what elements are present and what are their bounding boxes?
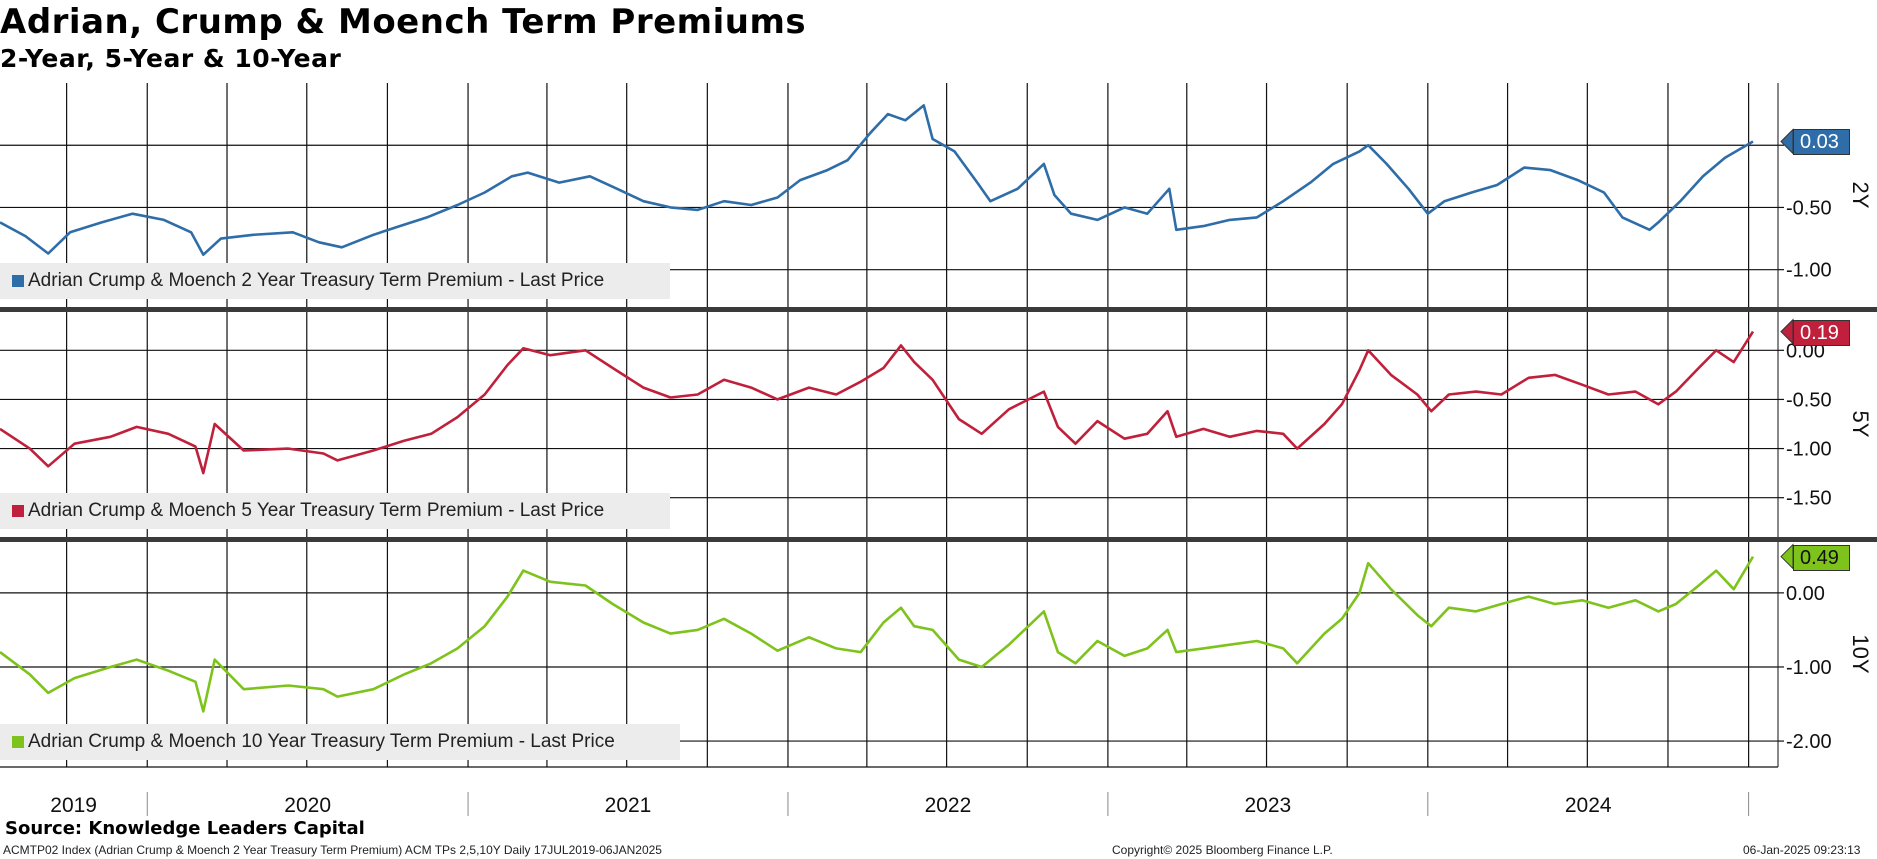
- panel-separator-2: [0, 537, 1877, 542]
- axis-label-5Y: 5Y: [1848, 411, 1873, 438]
- series-line-10Y: [0, 555, 1755, 713]
- legend-label-5y: Adrian Crump & Moench 5 Year Treasury Te…: [28, 500, 605, 521]
- chart-subtitle: 2-Year, 5-Year & 10-Year: [0, 44, 342, 73]
- legend-swatch-5y: [12, 505, 24, 517]
- ytick-label-5Y-1: -0.50: [1786, 389, 1832, 411]
- source-note: Source: Knowledge Leaders Capital: [5, 818, 365, 839]
- ytick-label-5Y-0: 0.00: [1786, 340, 1825, 362]
- x-tick-label-2021: 2021: [605, 794, 652, 817]
- x-tick-label-2019: 2019: [50, 794, 97, 817]
- legend-5y: Adrian Crump & Moench 5 Year Treasury Te…: [0, 493, 670, 529]
- x-tick-label-2023: 2023: [1244, 794, 1291, 817]
- x-tick-label-2022: 2022: [925, 794, 972, 817]
- chart-title: Adrian, Crump & Moench Term Premiums: [0, 2, 807, 42]
- footer-index-description: ACMTP02 Index (Adrian Crump & Moench 2 Y…: [3, 843, 662, 857]
- footer-timestamp: 06-Jan-2025 09:23:13: [1743, 843, 1861, 857]
- last-value-tag-2y: 0.03: [1793, 129, 1850, 156]
- legend-2y: Adrian Crump & Moench 2 Year Treasury Te…: [0, 263, 670, 299]
- series-line-5Y: [0, 330, 1755, 475]
- axis-label-10Y: 10Y: [1848, 634, 1873, 673]
- x-tick-label-2024: 2024: [1565, 794, 1612, 817]
- axis-label-2Y: 2Y: [1848, 182, 1873, 209]
- last-value-tag-10y: 0.49: [1793, 544, 1850, 571]
- ytick-label-5Y-2: -1.00: [1786, 439, 1832, 461]
- legend-label-2y: Adrian Crump & Moench 2 Year Treasury Te…: [28, 270, 605, 291]
- legend-swatch-10y: [12, 736, 24, 748]
- legend-swatch-2y: [12, 275, 24, 287]
- last-value-tag-5y: 0.19: [1793, 319, 1850, 346]
- panel-separator-1: [0, 307, 1877, 312]
- series-line-2Y: [0, 104, 1754, 256]
- ytick-label-10Y-1: -1.00: [1786, 657, 1832, 679]
- ytick-label-2Y-2: -1.00: [1786, 260, 1832, 282]
- last-value-pointer-2Y: [1780, 128, 1794, 155]
- ytick-label-10Y-0: 0.00: [1786, 583, 1825, 605]
- ytick-label-10Y-2: -2.00: [1786, 731, 1832, 753]
- x-tick-label-2020: 2020: [284, 794, 331, 817]
- ytick-label-5Y-3: -1.50: [1786, 488, 1832, 510]
- last-value-pointer-10Y: [1780, 543, 1794, 570]
- legend-label-10y: Adrian Crump & Moench 10 Year Treasury T…: [28, 731, 615, 752]
- footer-copyright: Copyright© 2025 Bloomberg Finance L.P.: [1112, 843, 1333, 857]
- legend-10y: Adrian Crump & Moench 10 Year Treasury T…: [0, 724, 680, 760]
- ytick-label-2Y-1: -0.50: [1786, 197, 1832, 219]
